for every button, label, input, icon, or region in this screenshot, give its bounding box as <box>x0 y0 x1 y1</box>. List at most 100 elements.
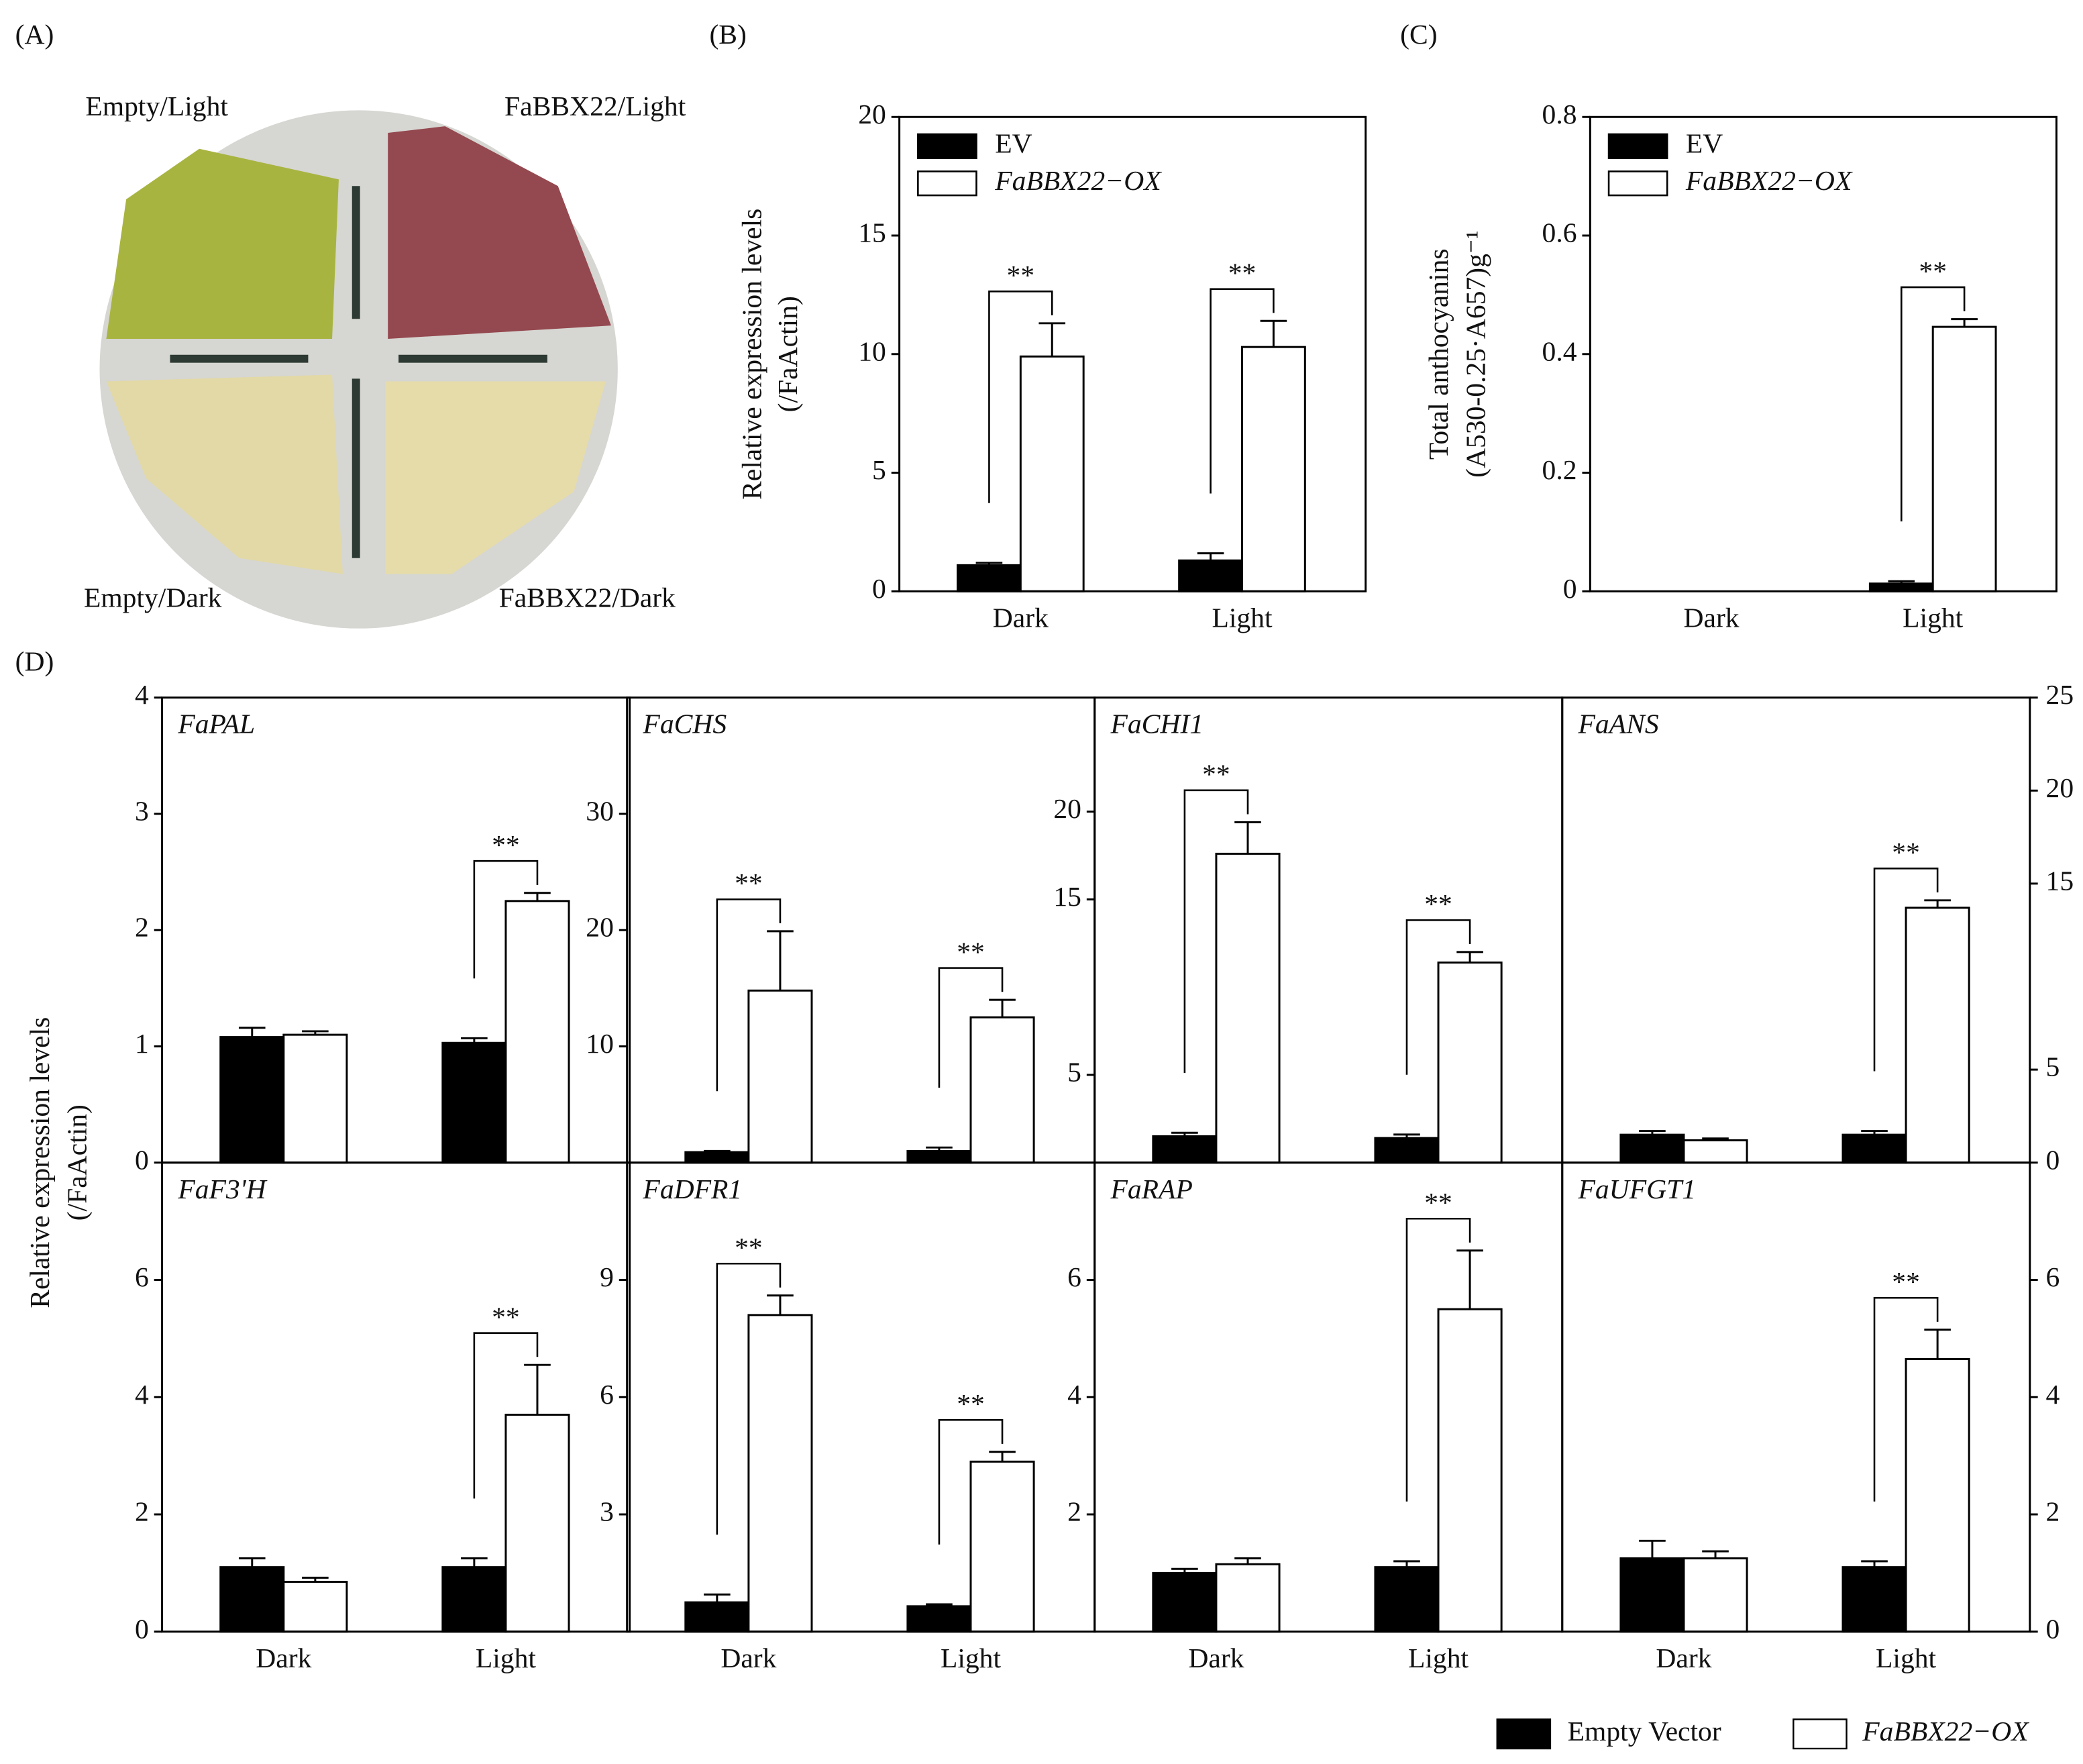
bar <box>684 1601 750 1633</box>
photo <box>99 110 618 629</box>
y-tick-label: 0 <box>2046 1613 2060 1644</box>
bar <box>1619 1557 1685 1633</box>
y-tick-label: 1 <box>135 1028 149 1059</box>
x-tick-label: Dark <box>1683 602 1739 633</box>
x-tick-label: Light <box>941 1643 1002 1673</box>
bar <box>1905 1357 1970 1633</box>
plot-frame <box>898 115 1367 592</box>
bar <box>1841 1133 1907 1164</box>
y-tick-label: 4 <box>135 1379 149 1410</box>
y-axis-label: (/FaActin) <box>61 1104 93 1221</box>
bar <box>441 1041 507 1164</box>
gene-title: FaUFGT1 <box>1578 1174 1697 1204</box>
x-tick-label: Dark <box>993 602 1049 633</box>
bar <box>219 1036 285 1164</box>
plot-frame <box>1589 115 2058 592</box>
legend-swatch <box>917 133 977 159</box>
plot-frame <box>1561 1161 2031 1633</box>
legend-swatch <box>1496 1718 1552 1750</box>
significance-bracket <box>988 290 1053 503</box>
photo-label: Empty/Dark <box>84 582 222 613</box>
gene-title: FaANS <box>1578 709 1659 739</box>
significance-bracket <box>1873 1296 1939 1502</box>
y-axis-label: Total anthocyanins <box>1423 248 1454 460</box>
y-tick-label: 2 <box>2046 1496 2060 1527</box>
bar <box>504 1413 570 1633</box>
y-tick-label: 30 <box>586 795 614 826</box>
bar <box>1215 1563 1281 1633</box>
bar <box>282 1580 348 1633</box>
significance-bracket <box>1210 288 1275 494</box>
bar <box>1178 559 1243 592</box>
y-tick-label: 0.4 <box>1542 335 1577 366</box>
y-tick-label: 2 <box>135 1496 149 1527</box>
y-tick-label: 4 <box>1067 1379 1081 1410</box>
x-tick-label: Light <box>476 1643 537 1673</box>
y-tick-label: 25 <box>2046 679 2074 710</box>
significance-bracket <box>1900 286 1966 522</box>
y-tick-label: 20 <box>586 912 614 943</box>
y-tick-label: 6 <box>135 1261 149 1292</box>
x-tick-label: Dark <box>256 1643 311 1673</box>
x-tick-label: Dark <box>1188 1643 1244 1673</box>
y-tick-label: 15 <box>2046 865 2074 896</box>
y-tick-label: 15 <box>858 217 886 248</box>
y-tick-label: 20 <box>858 99 886 129</box>
bar <box>1868 582 1934 592</box>
bar <box>1215 852 1281 1164</box>
y-tick-label: 3 <box>600 1496 614 1527</box>
photo-label: Empty/Light <box>85 91 228 121</box>
legend-label: FaBBX22−OX <box>1685 165 1853 196</box>
y-tick-label: 6 <box>600 1379 614 1410</box>
y-tick-label: 0 <box>135 1144 149 1175</box>
callus <box>106 374 343 574</box>
legend-label: EV <box>995 127 1032 158</box>
gene-title: FaPAL <box>177 709 255 739</box>
bar <box>219 1566 285 1633</box>
significance-bracket <box>716 898 782 1092</box>
y-tick-label: 10 <box>858 335 886 366</box>
y-tick-label: 20 <box>2046 772 2074 803</box>
gene-title: FaDFR1 <box>642 1174 742 1204</box>
bar <box>282 1033 348 1164</box>
y-tick-label: 6 <box>2046 1261 2060 1292</box>
x-tick-label: Light <box>1408 1643 1469 1673</box>
y-tick-label: 5 <box>872 454 886 485</box>
marker-line <box>170 186 547 558</box>
y-tick-label: 9 <box>600 1261 614 1292</box>
bar <box>1905 906 1970 1164</box>
bar <box>747 1314 813 1633</box>
significance: ** <box>735 1232 763 1263</box>
gene-title: FaF3'H <box>177 1174 267 1204</box>
panel-label: (B) <box>709 19 746 50</box>
significance: ** <box>1007 260 1035 291</box>
significance: ** <box>1892 837 1920 868</box>
bar <box>969 1016 1035 1164</box>
bar <box>1019 355 1085 592</box>
photo-label: FaBBX22/Light <box>504 91 686 121</box>
gene-title: FaCHS <box>642 709 727 739</box>
y-tick-label: 0 <box>135 1613 149 1644</box>
y-tick-label: 15 <box>1053 881 1081 912</box>
significance: ** <box>492 829 520 860</box>
y-tick-label: 5 <box>1067 1057 1081 1088</box>
y-tick-label: 2 <box>1067 1496 1081 1527</box>
significance-bracket <box>473 860 539 979</box>
significance: ** <box>1424 1187 1452 1218</box>
panel-label: (D) <box>15 646 54 678</box>
significance: ** <box>957 936 985 967</box>
legend-swatch <box>1607 170 1668 197</box>
bar <box>1683 1139 1748 1164</box>
bar <box>1437 962 1503 1164</box>
x-tick-label: Dark <box>720 1643 776 1673</box>
bar <box>906 1605 972 1633</box>
y-tick-label: 20 <box>1053 793 1081 824</box>
legend-label: EV <box>1686 127 1723 158</box>
significance-bracket <box>473 1332 539 1499</box>
y-tick-label: 0 <box>2046 1144 2060 1175</box>
bar <box>1240 346 1306 592</box>
bar <box>906 1149 972 1164</box>
y-tick-label: 2 <box>135 912 149 943</box>
legend-label: Empty Vector <box>1568 1716 1721 1747</box>
significance: ** <box>492 1301 520 1332</box>
